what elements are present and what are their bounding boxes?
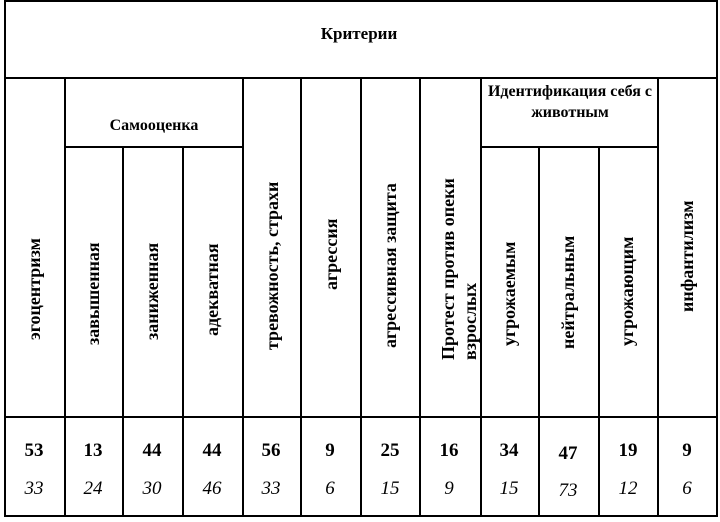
col-divider-7: [419, 77, 421, 517]
col-divider-8: [480, 77, 482, 517]
value2-infantilism: 6: [682, 478, 692, 499]
value2-aggressive-defense: 15: [380, 478, 400, 499]
column-header-aggression: агрессия: [321, 218, 341, 290]
value2-inflated: 24: [83, 478, 103, 499]
column-header-egocentrism: эгоцентризм: [24, 238, 44, 340]
value-infantilism: 9: [682, 440, 692, 461]
col-divider-11: [657, 77, 659, 517]
border-left: [4, 0, 6, 517]
value2-neutral: 73: [558, 480, 578, 501]
value-egocentrism: 53: [24, 440, 44, 461]
column-header-protest: Протест против опеки взрослых: [438, 178, 480, 360]
column-header-threatened: угрожаемым: [499, 241, 519, 346]
column-header-threatening: угрожающим: [617, 236, 637, 346]
col-divider-5: [300, 77, 302, 517]
column-header-infantilism: инфантилизм: [677, 200, 697, 313]
col-divider-4: [242, 77, 244, 517]
value-adequate: 44: [202, 440, 222, 461]
value2-anxiety: 33: [261, 478, 281, 499]
col-divider-6: [360, 77, 362, 517]
col-divider-2: [122, 146, 124, 517]
border-right: [716, 0, 718, 517]
rule-below-group-ident: [480, 146, 657, 148]
value2-protest: 9: [444, 478, 454, 499]
value2-aggression: 6: [325, 478, 335, 499]
value-threatened: 34: [499, 440, 519, 461]
column-header-anxiety: тревожность, страхи: [262, 181, 282, 350]
value-lowered: 44: [142, 440, 162, 461]
column-header-inflated: завышенная: [83, 242, 103, 345]
value-threatening: 19: [618, 440, 638, 461]
value2-adequate: 46: [202, 478, 222, 499]
value-inflated: 13: [83, 440, 103, 461]
col-divider-10: [598, 146, 600, 517]
value2-egocentrism: 33: [24, 478, 44, 499]
rule-below-group-self: [64, 146, 242, 148]
value-neutral: 47: [558, 443, 578, 464]
value-protest: 16: [439, 440, 459, 461]
border-top: [4, 0, 718, 2]
column-header-aggressive-defense: агрессивная защита: [380, 183, 400, 348]
col-divider-3: [182, 146, 184, 517]
value2-lowered: 30: [142, 478, 162, 499]
value2-threatening: 12: [618, 478, 638, 499]
group-header-identification: Идентификация себя с животным: [487, 83, 653, 121]
value2-threatened: 15: [499, 478, 519, 499]
value-aggression: 9: [325, 440, 335, 461]
column-header-lowered: заниженная: [142, 242, 162, 340]
column-header-adequate: адекватная: [202, 243, 222, 336]
table-title: Критерии: [320, 24, 398, 43]
column-header-neutral: нейтральным: [558, 235, 578, 349]
value-anxiety: 56: [261, 440, 281, 461]
col-divider-1: [64, 77, 66, 517]
col-divider-9: [538, 146, 540, 517]
group-header-self-esteem: Самооценка: [109, 117, 199, 134]
value-aggressive-defense: 25: [380, 440, 400, 461]
